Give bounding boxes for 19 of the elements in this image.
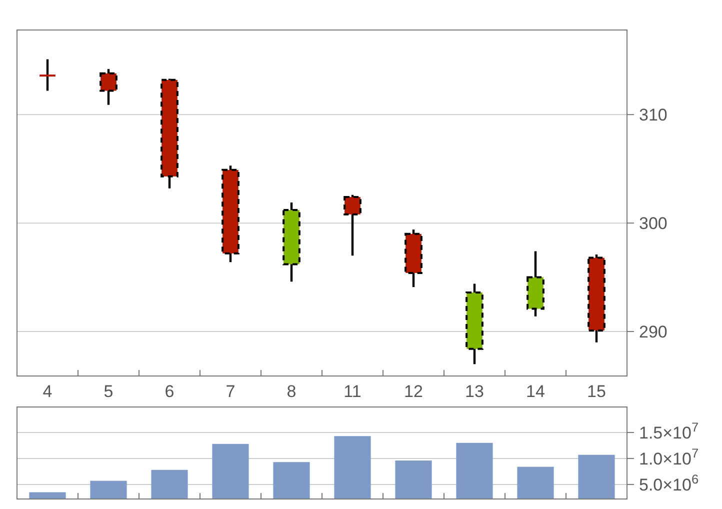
y-tick-label: 5.0×10$^{6}$ — [639, 470, 699, 494]
x-tick-label: 4 — [42, 382, 52, 401]
y-tick-label: 290 — [639, 322, 668, 342]
candlestick — [38, 58, 56, 92]
y-tick-label: 1.5×10$^{7}$ — [639, 418, 699, 442]
y-tick-label: 310 — [639, 106, 668, 125]
x-tick-label: 8 — [286, 382, 296, 401]
x-tick-label: 5 — [104, 382, 114, 401]
x-tick-label: 14 — [526, 382, 545, 401]
x-tick-label: 15 — [587, 382, 606, 401]
x-tick-label: 6 — [164, 382, 174, 401]
x-tick-label: 11 — [344, 382, 362, 401]
y-tick-label: 300 — [639, 214, 668, 234]
x-tick-label: 13 — [465, 382, 484, 401]
x-tick-label: 12 — [404, 382, 423, 401]
x-tick-label: 7 — [226, 382, 236, 401]
y-tick-label: 1.0×10$^{7}$ — [639, 444, 699, 468]
candlestick — [344, 194, 362, 257]
candlestick — [100, 68, 118, 106]
